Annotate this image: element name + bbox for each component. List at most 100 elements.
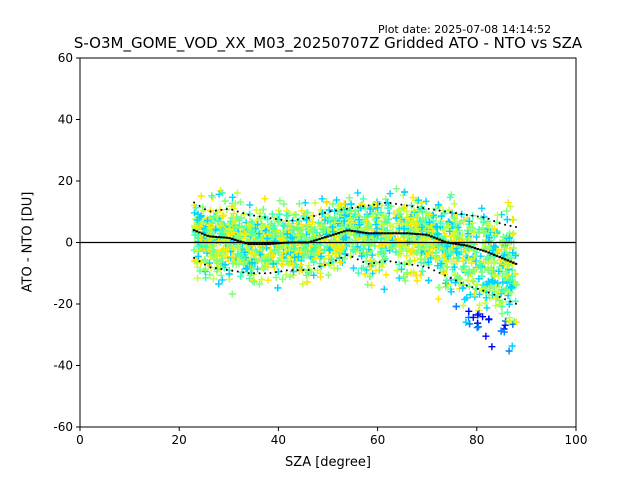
lower-std-point <box>247 272 250 275</box>
scatter-point <box>290 245 298 253</box>
lower-std-point <box>324 263 327 266</box>
scatter-point <box>206 271 214 279</box>
scatter-point <box>414 196 422 204</box>
scatter-point <box>447 288 455 296</box>
scatter-point <box>214 217 222 225</box>
scatter-point <box>454 223 462 231</box>
scatter-point <box>276 229 284 237</box>
scatter-point <box>464 276 472 284</box>
scatter-point <box>504 308 511 316</box>
scatter-point <box>264 254 272 262</box>
scatter-point <box>284 212 292 220</box>
scatter-point <box>384 204 392 212</box>
lower-std-point <box>291 269 294 272</box>
scatter-point <box>261 195 269 203</box>
scatter-point <box>199 203 207 211</box>
scatter-point <box>337 207 345 215</box>
scatter-point <box>378 202 386 209</box>
scatter-point <box>257 224 265 231</box>
lower-std-point <box>384 260 387 263</box>
scatter-point <box>427 254 435 262</box>
scatter-point <box>221 261 229 269</box>
upper-std-point <box>214 209 217 212</box>
scatter-point <box>436 202 444 210</box>
scatter-point <box>401 277 409 285</box>
scatter-point <box>450 200 458 208</box>
scatter-point <box>507 284 515 292</box>
scatter-point <box>454 254 462 262</box>
scatter-point <box>498 310 506 318</box>
upper-std-point <box>198 204 201 207</box>
scatter-point <box>237 272 245 280</box>
upper-std-point <box>362 205 365 208</box>
scatter-point <box>395 237 403 245</box>
scatter-point <box>476 258 484 266</box>
chart-title: S-O3M_GOME_VOD_XX_M03_20250707Z Gridded … <box>73 34 583 52</box>
scatter-point <box>392 185 400 193</box>
scatter-point <box>469 267 477 275</box>
scatter-point <box>492 302 500 310</box>
scatter-point <box>347 200 355 208</box>
upper-std-point <box>438 209 441 212</box>
scatter-point <box>482 332 490 340</box>
scatter-point <box>445 206 453 214</box>
scatter-point <box>324 271 332 279</box>
scatter-point <box>218 189 226 197</box>
scatter-point <box>209 248 217 256</box>
scatter-point <box>493 229 501 237</box>
scatter-point <box>258 276 265 284</box>
scatter-point <box>471 290 479 297</box>
scatter-point <box>479 313 487 321</box>
scatter-point <box>465 256 473 264</box>
scatter-point <box>201 256 209 264</box>
lower-std-point <box>351 255 354 258</box>
lower-std-point <box>198 260 201 263</box>
scatter-point <box>367 205 375 213</box>
lower-std-point <box>460 282 463 285</box>
upper-std-point <box>334 209 337 212</box>
scatter-point <box>434 295 442 303</box>
scatter-point <box>494 211 501 219</box>
scatter-point <box>403 208 411 215</box>
scatter-point <box>374 204 382 212</box>
scatter-point <box>366 273 374 281</box>
scatter-point <box>399 191 407 199</box>
scatter-point <box>477 264 485 272</box>
scatter-point <box>503 216 511 224</box>
scatter-point <box>278 260 286 268</box>
lower-std-point <box>378 261 381 264</box>
scatter-point <box>295 267 303 275</box>
statistics-curves <box>192 201 518 305</box>
scatter-point <box>485 237 493 245</box>
scatter-point <box>359 195 367 203</box>
scatter-point <box>444 222 452 230</box>
scatter-point <box>318 195 326 203</box>
upper-std-point <box>340 208 343 211</box>
scatter-point <box>366 263 374 271</box>
scatter-point <box>215 237 222 245</box>
scatter-point <box>359 245 367 253</box>
scatter-point <box>242 265 250 272</box>
scatter-point <box>437 260 445 268</box>
scatter-point <box>484 221 492 229</box>
scatter-point <box>331 218 339 226</box>
lower-std-point <box>253 272 256 275</box>
scatter-point <box>217 258 225 266</box>
upper-std-point <box>509 224 512 227</box>
scatter-point <box>218 276 226 284</box>
scatter-point <box>294 225 302 233</box>
scatter-point <box>423 235 431 243</box>
scatter-point <box>425 243 433 251</box>
upper-std-point <box>242 212 245 215</box>
scatter-point <box>262 227 270 235</box>
scatter-point <box>236 198 244 206</box>
scatter-point <box>382 271 390 279</box>
scatter-point <box>509 249 517 257</box>
upper-std-point <box>487 217 490 220</box>
scatter-point <box>474 323 482 331</box>
scatter-point <box>361 216 369 224</box>
y-axis-ticks: -60 -40 -20 0 20 40 60 <box>53 51 80 434</box>
scatter-point <box>291 253 299 261</box>
scatter-point <box>354 269 362 277</box>
scatter-point <box>269 225 277 233</box>
